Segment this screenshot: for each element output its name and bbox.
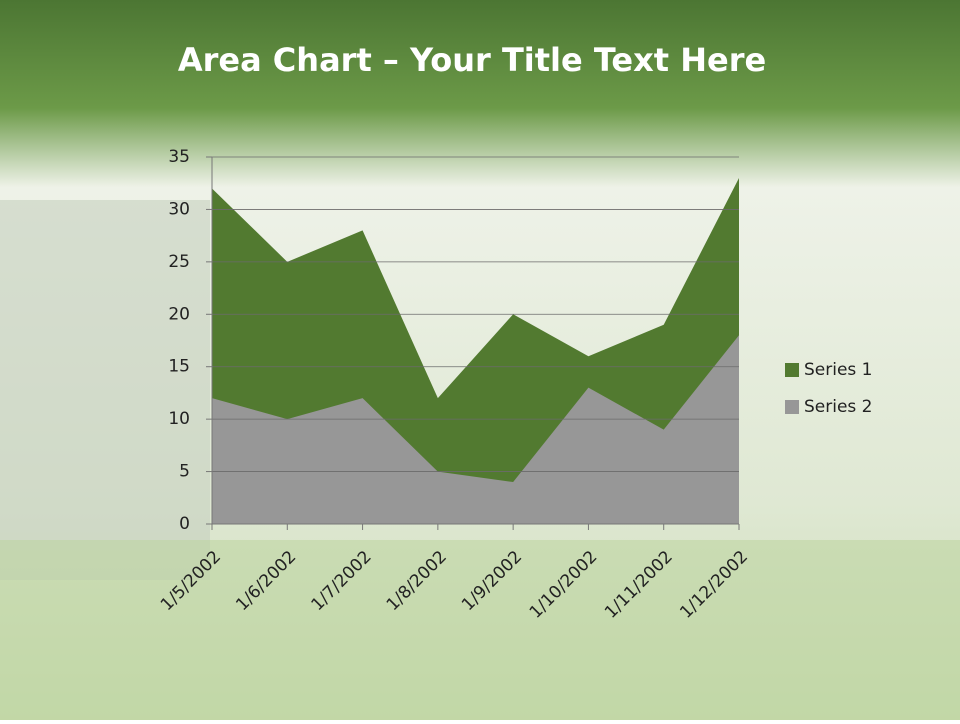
legend-label: Series 1 xyxy=(804,360,873,380)
slide-title: Area Chart – Your Title Text Here xyxy=(178,41,766,79)
legend-swatch xyxy=(785,363,799,377)
y-tick-label: 5 xyxy=(179,462,190,482)
lawn-decoration xyxy=(0,540,960,720)
y-tick-label: 20 xyxy=(168,304,190,324)
legend-label: Series 2 xyxy=(804,397,873,417)
y-tick-label: 10 xyxy=(168,409,190,429)
y-tick-label: 25 xyxy=(168,252,190,272)
wall-decoration xyxy=(0,200,210,580)
y-tick-label: 35 xyxy=(168,147,190,167)
y-tick-label: 30 xyxy=(168,199,190,219)
y-tick-label: 15 xyxy=(168,357,190,377)
legend-swatch xyxy=(785,400,799,414)
y-tick-label: 0 xyxy=(179,514,190,534)
area xyxy=(212,335,739,524)
